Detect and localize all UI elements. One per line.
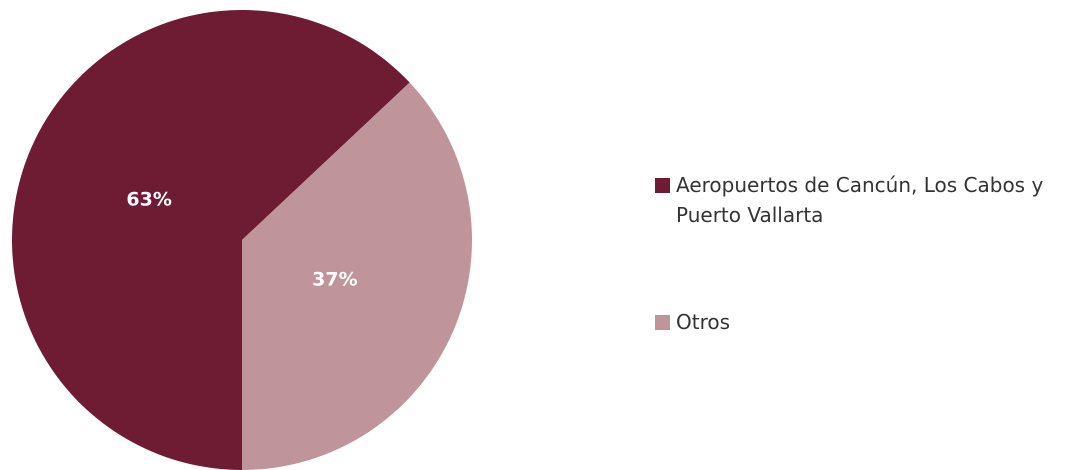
legend-item: Aeropuertos de Cancún, Los Cabos y Puert… xyxy=(655,170,1065,230)
pie-slice xyxy=(12,9,410,470)
legend-label: Aeropuertos de Cancún, Los Cabos y Puert… xyxy=(676,173,1044,227)
legend-label: Otros xyxy=(676,310,731,334)
value-label: 37% xyxy=(312,269,357,291)
value-label: 63% xyxy=(126,188,171,210)
legend-item: Otros xyxy=(655,307,1065,337)
pie-slice xyxy=(242,82,472,470)
legend-swatch xyxy=(655,178,670,193)
legend-swatch xyxy=(655,315,670,330)
